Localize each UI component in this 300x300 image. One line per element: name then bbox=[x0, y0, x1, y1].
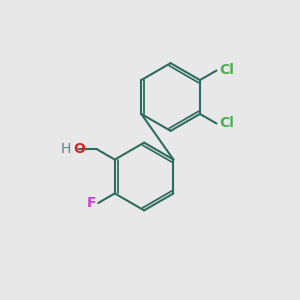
Text: H: H bbox=[61, 142, 71, 156]
Text: Cl: Cl bbox=[219, 64, 234, 77]
Text: Cl: Cl bbox=[219, 116, 234, 130]
Text: O: O bbox=[73, 142, 85, 156]
Text: F: F bbox=[86, 196, 96, 210]
